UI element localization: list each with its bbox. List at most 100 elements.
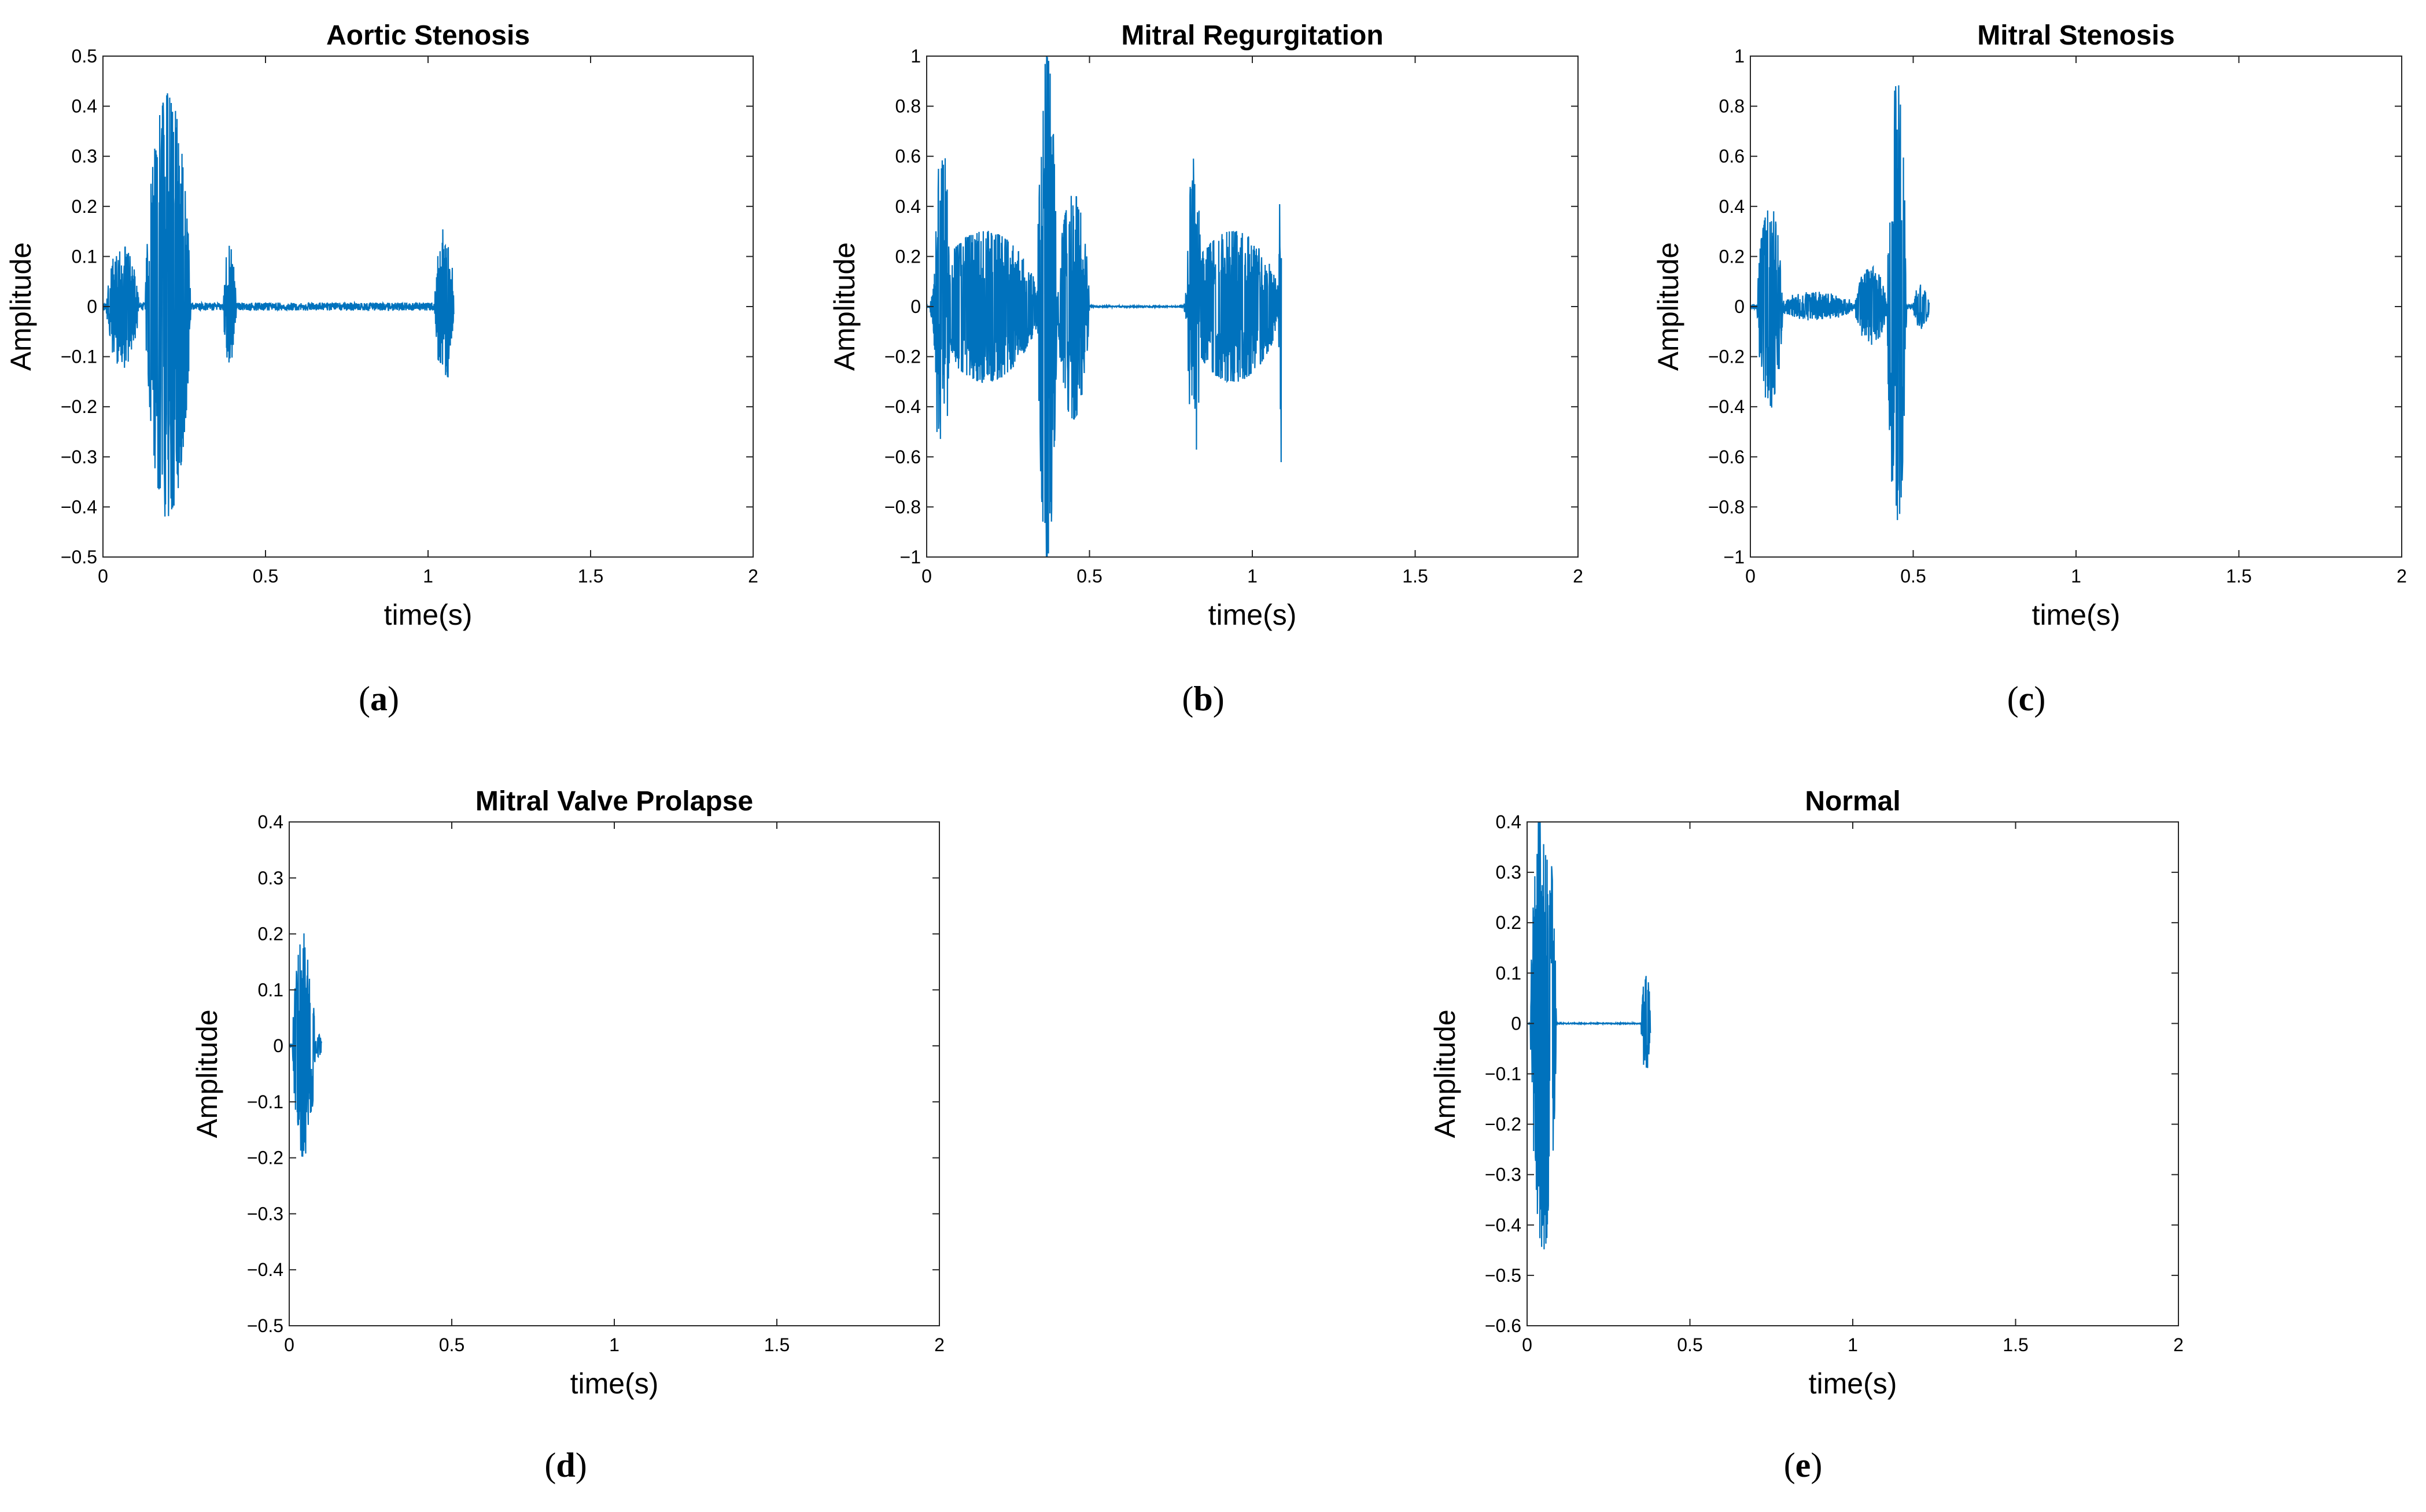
- chart-panel-d: 0 0.5 1 1.5 2 −0.5 −0.4 −0.3 −0.2 −0.1 0 0.1 0.2 0.3 0…: [191, 786, 945, 1484]
- x-tick-label: 1: [609, 1334, 620, 1355]
- y-tick-label: −0.6: [1708, 447, 1745, 467]
- y-axis-label: Amplitude: [191, 1009, 223, 1138]
- x-tick-label: 1.5: [764, 1334, 790, 1355]
- y-tick-label: 0.2: [1496, 912, 1521, 933]
- signal-waveform: [1750, 85, 1930, 521]
- y-tick-label: −0.3: [1485, 1164, 1521, 1185]
- x-tick-label: 2: [2396, 566, 2407, 587]
- panel-caption-letter: e: [1795, 1446, 1811, 1484]
- y-tick-label: 0.4: [258, 812, 283, 832]
- plot-area: [289, 822, 939, 1326]
- signal-waveform: [289, 933, 322, 1157]
- chart-title: Aortic Stenosis: [326, 20, 530, 51]
- y-tick-label: −0.4: [61, 496, 97, 517]
- y-tick-label: 0.5: [72, 46, 97, 67]
- x-tick-label: 2: [2173, 1334, 2184, 1355]
- panel-caption: (b): [1182, 680, 1224, 718]
- x-tick-label: 0: [921, 566, 932, 587]
- y-tick-label: −0.5: [247, 1315, 283, 1336]
- y-tick-label: −0.2: [884, 346, 921, 367]
- y-tick-label: −1: [900, 547, 921, 567]
- y-tick-label: −0.5: [1485, 1265, 1521, 1286]
- y-axis-label: Amplitude: [828, 242, 861, 371]
- x-axis-label: time(s): [1809, 1367, 1897, 1400]
- y-tick-label: −0.8: [1708, 496, 1745, 517]
- chart-title: Mitral Regurgitation: [1121, 20, 1383, 51]
- y-tick-label: 0: [1511, 1013, 1521, 1034]
- signal-waveform: [927, 56, 1282, 557]
- x-tick-label: 0.5: [1076, 566, 1102, 587]
- y-tick-label: 0.6: [1719, 146, 1745, 167]
- y-tick-label: 0: [87, 296, 97, 317]
- y-tick-label: −0.4: [1485, 1215, 1521, 1236]
- y-tick-label: 0.1: [258, 979, 283, 1000]
- y-tick-label: 0: [273, 1035, 283, 1056]
- x-tick-label: 0.5: [439, 1334, 464, 1355]
- x-axis-label: time(s): [384, 599, 473, 631]
- y-tick-label: 0: [910, 296, 921, 317]
- x-tick-label: 1.5: [2003, 1334, 2028, 1355]
- x-tick-label: 2: [1573, 566, 1583, 587]
- signal-waveform: [103, 93, 455, 517]
- chart-title: Normal: [1805, 786, 1900, 817]
- panel-caption: (d): [544, 1446, 587, 1484]
- y-tick-label: 0.6: [895, 146, 921, 167]
- y-tick-label: 0.2: [258, 924, 283, 945]
- signal-waveform: [1527, 822, 1651, 1249]
- x-tick-label: 2: [748, 566, 758, 587]
- y-tick-label: −0.2: [1708, 346, 1745, 367]
- y-tick-label: 0.3: [72, 146, 97, 167]
- y-tick-label: −0.2: [1485, 1114, 1521, 1135]
- x-tick-label: 1: [423, 566, 433, 587]
- y-tick-label: −0.6: [884, 447, 921, 467]
- x-axis-label: time(s): [570, 1367, 659, 1400]
- x-axis-label: time(s): [1208, 599, 1297, 631]
- y-axis-label: Amplitude: [1652, 242, 1684, 371]
- panel-caption: (c): [2007, 680, 2046, 718]
- x-tick-label: 2: [934, 1334, 945, 1355]
- x-tick-label: 1: [1848, 1334, 1858, 1355]
- y-tick-label: 0.2: [1719, 246, 1745, 267]
- x-tick-label: 0: [1745, 566, 1756, 587]
- y-tick-label: 0.4: [1719, 196, 1745, 217]
- y-tick-label: −0.4: [1708, 396, 1745, 417]
- panel-caption: (a): [359, 680, 399, 718]
- y-tick-label: −1: [1724, 547, 1745, 567]
- x-axis-label: time(s): [2032, 599, 2121, 631]
- y-tick-label: −0.4: [884, 396, 921, 417]
- chart-panel-a: 0 0.5 1 1.5 2 −0.5 −0.4 −0.3 −0.2 −0.1 0 0.1 0.2 0.3 0…: [5, 20, 758, 718]
- chart-panel-c: 0 0.5 1 1.5 2 −1 −0.8 −0.6 −0.4 −0.2 0 0.2 0.4 0.6 0.8…: [1652, 20, 2407, 718]
- y-tick-label: 0.8: [1719, 96, 1745, 117]
- y-tick-label: 0.3: [258, 868, 283, 888]
- panel-caption: (e): [1784, 1446, 1823, 1484]
- y-tick-label: 0.8: [895, 96, 921, 117]
- x-tick-label: 1: [1247, 566, 1258, 587]
- panel-caption-letter: c: [2019, 680, 2034, 718]
- x-tick-label: 1.5: [1402, 566, 1428, 587]
- y-tick-label: 0.3: [1496, 862, 1521, 883]
- y-tick-label: −0.3: [61, 447, 97, 467]
- y-tick-label: 0.4: [895, 196, 921, 217]
- y-tick-label: −0.4: [247, 1259, 283, 1280]
- y-tick-label: −0.8: [884, 496, 921, 517]
- chart-title: Mitral Valve Prolapse: [475, 786, 753, 817]
- x-tick-label: 0: [284, 1334, 294, 1355]
- x-tick-label: 0.5: [1900, 566, 1926, 587]
- x-tick-label: 0: [98, 566, 108, 587]
- y-tick-label: 1: [910, 46, 921, 67]
- y-tick-label: −0.1: [247, 1091, 283, 1112]
- y-axis-label: Amplitude: [1429, 1009, 1461, 1138]
- chart-panel-e: 0 0.5 1 1.5 2 −0.6 −0.5 −0.4 −0.3 −0.2 −0.1 0 0.1 0.2…: [1429, 786, 2184, 1484]
- y-tick-label: 0.2: [72, 196, 97, 217]
- panel-caption-letter: d: [556, 1446, 575, 1484]
- chart-title: Mitral Stenosis: [1977, 20, 2174, 51]
- x-tick-label: 0.5: [253, 566, 278, 587]
- y-tick-label: −0.1: [61, 346, 97, 367]
- y-tick-label: 1: [1734, 46, 1745, 67]
- x-tick-label: 0.5: [1677, 1334, 1702, 1355]
- y-tick-label: 0.1: [72, 246, 97, 267]
- chart-panel-b: 0 0.5 1 1.5 2 −1 −0.8 −0.6 −0.4 −0.2 0 0.2 0.4 0.6 0.8…: [828, 20, 1583, 718]
- panel-caption-letter: b: [1193, 680, 1212, 718]
- x-tick-label: 0: [1522, 1334, 1532, 1355]
